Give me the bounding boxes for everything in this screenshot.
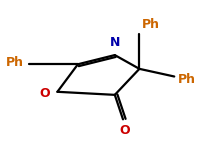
Text: Ph: Ph (6, 56, 23, 69)
Text: O: O (119, 124, 130, 137)
Text: Ph: Ph (177, 73, 195, 86)
Text: O: O (39, 87, 50, 100)
Text: N: N (109, 36, 119, 49)
Text: Ph: Ph (141, 18, 159, 31)
